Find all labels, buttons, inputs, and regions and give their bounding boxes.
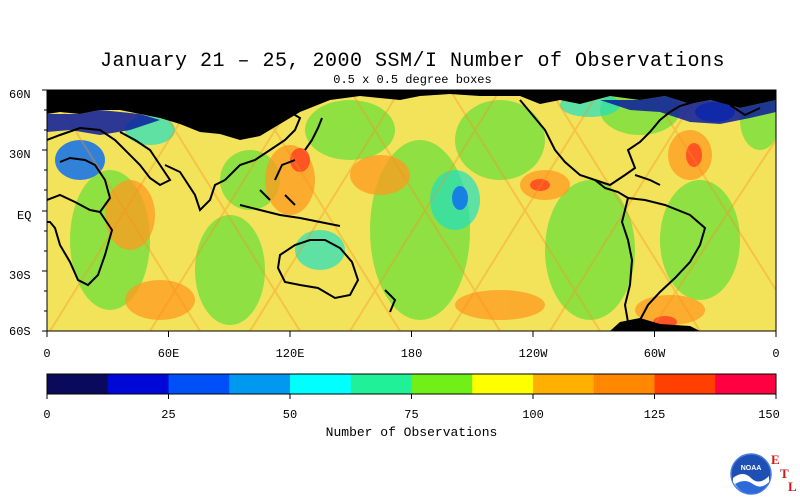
noaa-logo: NOAA [730,453,772,495]
coast-new-zealand [384,289,397,313]
lon-label-120e: 120E [276,347,305,361]
etl-letter-t: T [780,466,789,481]
observation-field [47,90,776,331]
lat-label-60s: 60S [9,325,31,339]
coast-central-america [594,174,661,199]
coast-east-asia [224,111,302,181]
coast-india [164,164,226,212]
coast-greenland [729,104,761,117]
coast-europe [47,126,172,187]
colorbar-tick-50: 50 [283,408,297,422]
etl-letter-l: L [788,479,797,494]
orange-patches [105,130,712,325]
coast-australia [276,239,360,300]
lon-label-60e: 60E [158,347,180,361]
colorbar-cell-2 [168,374,230,394]
colorbar-cell-1 [107,374,169,394]
colorbar-cell-6 [411,374,473,394]
coastlines [47,99,761,324]
lat-label-30n: 30N [9,148,31,162]
coast-japan [304,117,323,151]
arctic-no-data [47,90,776,140]
colorbar-cell-10 [654,374,716,394]
lat-label-30s: 30S [9,269,31,283]
lon-ticks [46,331,777,337]
lat-label-60n: 60N [9,88,31,102]
coast-south-america [620,196,707,324]
colorbar-tick-75: 75 [404,408,418,422]
colorbar [47,374,777,394]
colorbar-cell-4 [290,374,352,394]
noaa-logo-text: NOAA [741,465,762,472]
colorbar-cell-9 [593,374,655,394]
colorbar-tick-0: 0 [43,408,50,422]
colorbar-cell-8 [533,374,595,394]
coast-north-america [519,99,701,187]
map-subtitle: 0.5 x 0.5 degree boxes [333,73,492,87]
lat-label-eq: EQ [17,209,31,223]
lon-label-60w: 60W [644,347,666,361]
colorbar-cell-3 [229,374,291,394]
colorbar-cell-7 [472,374,534,394]
lon-label-0: 0 [43,347,50,361]
lon-label-120w: 120W [519,347,549,361]
colorbar-cell-0 [47,374,109,394]
etl-letter-e: E [771,452,780,467]
blue-highlatitude-band-2 [600,96,776,124]
coast-africa [47,156,114,287]
colorbar-tick-150: 150 [758,408,780,422]
lon-label-0-east: 0 [772,347,779,361]
colorbar-title: Number of Observations [326,425,498,440]
colorbar-cell-11 [715,374,777,394]
colorbar-tick-25: 25 [161,408,175,422]
map-title: January 21 – 25, 2000 SSM/I Number of Ob… [99,50,726,73]
coast-indonesia [239,189,341,227]
colorbar-tick-100: 100 [522,408,544,422]
colorbar-ticks [46,394,777,399]
colorbar-cell-5 [350,374,412,394]
colorbar-tick-125: 125 [644,408,666,422]
lon-label-180: 180 [401,347,423,361]
lat-ticks [42,89,47,332]
